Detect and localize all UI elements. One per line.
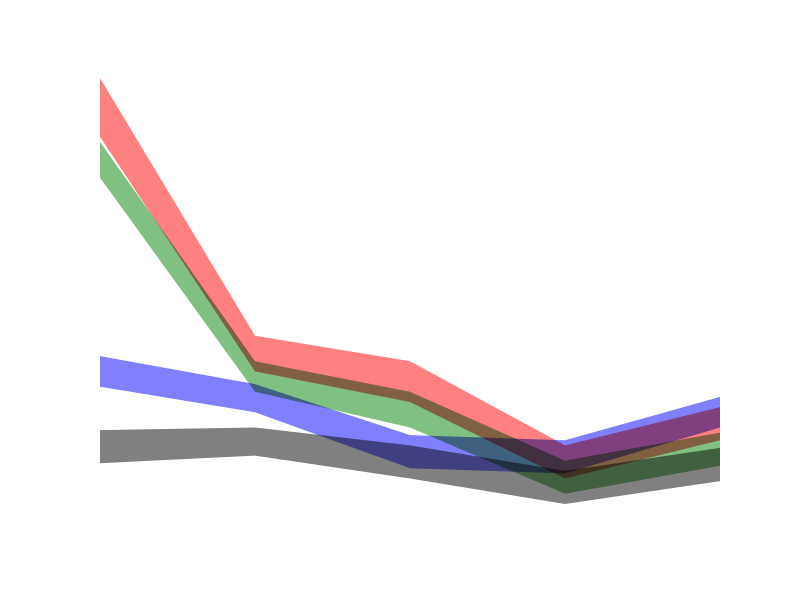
plot-area	[100, 78, 720, 504]
series-band-4	[100, 78, 720, 479]
